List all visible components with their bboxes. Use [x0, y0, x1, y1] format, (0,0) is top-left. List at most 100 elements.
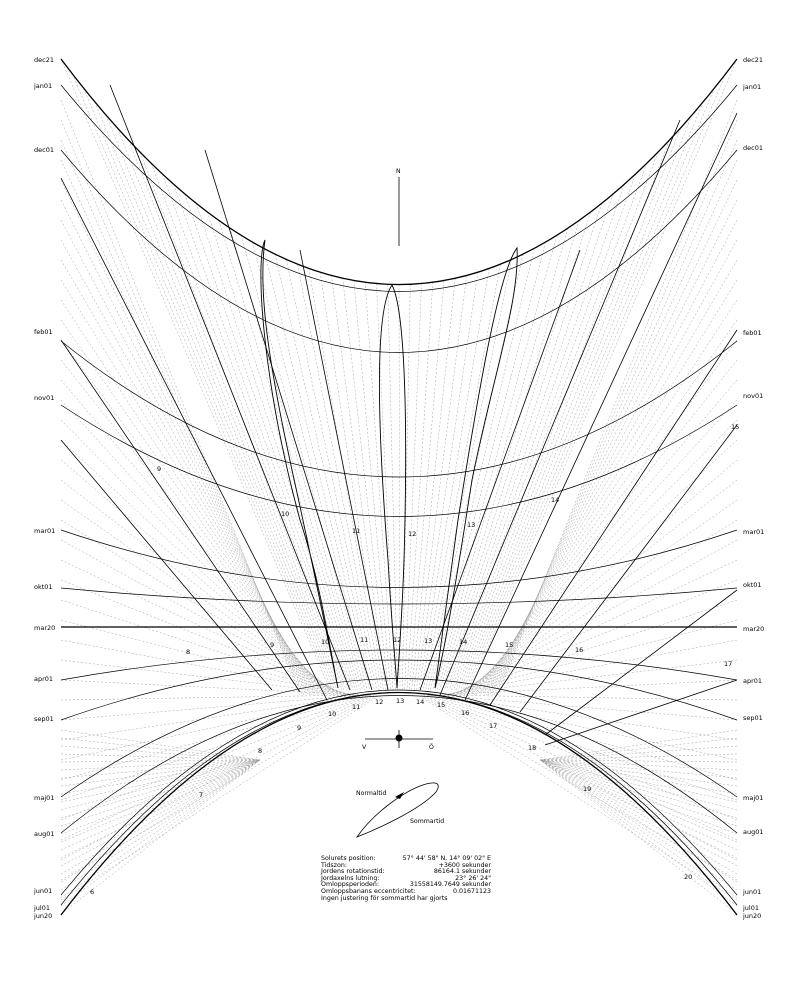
month-label-left-jun20: jun20 [33, 912, 52, 920]
date-curve-jun20 [60, 691, 738, 916]
date-curve-jan01 [60, 84, 738, 292]
month-label-left-jan01: jan01 [33, 82, 52, 90]
hour-label-17: 17 [724, 660, 732, 668]
north-indicator: N [396, 168, 401, 246]
hour-label-15: 15 [731, 423, 739, 431]
dashed-minute-lines [60, 58, 738, 915]
hour-label-16: 16 [461, 709, 469, 717]
month-label-left-maj01: maj01 [34, 794, 54, 802]
hour-label-14: 14 [459, 638, 467, 646]
info-value: 31558149.7649 sekunder [409, 881, 491, 889]
info-value: 86164.1 sekunder [433, 868, 491, 876]
info-value: 57° 44' 58" N, 14° 09' 02" E [402, 855, 491, 862]
hour-label-14: 14 [551, 496, 559, 504]
month-label-right-feb01: feb01 [743, 329, 762, 337]
gnomon-point [395, 734, 403, 742]
hour-label-13: 13 [424, 637, 432, 645]
date-curve-mar01 [60, 529, 738, 588]
analemma-12 [379, 284, 407, 689]
hour-label-15: 15 [505, 641, 513, 649]
month-label-right-dec01: dec01 [743, 144, 763, 152]
analemmas [260, 239, 518, 689]
north-label: N [396, 168, 401, 175]
month-label-left-mar20: mar20 [34, 624, 55, 632]
hour-label-16: 16 [575, 646, 583, 654]
hour-label-10: 10 [328, 710, 336, 718]
date-curves [60, 58, 738, 916]
month-labels-left: dec21 jan01 dec01 feb01 nov01 mar01 okt01 mar20… [33, 56, 55, 920]
month-label-right-jul01: jul01 [742, 904, 759, 912]
info-note: Ingen justering för sommartid har gjorts [321, 894, 448, 902]
info-key: Jordens rotationstid: [321, 868, 385, 876]
compass-rose: V Ö [362, 730, 434, 751]
info-row: Jordens rotationstid: 86164.1 sekunder [321, 869, 491, 876]
month-label-left-feb01: feb01 [34, 328, 53, 336]
month-label-left-dec21: dec21 [34, 56, 54, 64]
date-curve-dec01 [60, 149, 738, 353]
sommartid-label: Sommartid [410, 818, 444, 825]
hour-labels: 9 10 11 12 13 14 15 9 10 11 12 13 14 15 16 17 8 6 7 8 9 10 11 1… [90, 423, 739, 896]
info-row: Jordaxelns lutning: 23° 26' 24" [321, 874, 491, 883]
west-label: V [362, 744, 367, 751]
hour-label-9: 9 [297, 724, 301, 732]
hour-label-11: 11 [352, 527, 360, 535]
hour-label-20: 20 [684, 873, 692, 881]
analemma-10 [260, 239, 339, 689]
info-key: Solurets position: [321, 855, 376, 862]
hour-label-11: 11 [360, 636, 368, 644]
info-row: Omloppsperioden: 31558149.7649 sekunder [321, 882, 491, 889]
hour-label-10: 10 [321, 638, 329, 646]
month-label-right-mar20: mar20 [743, 625, 764, 633]
month-label-left-mar01: mar01 [34, 527, 55, 535]
date-curve-jun01 [60, 689, 738, 896]
month-label-left-sep01: sep01 [34, 715, 54, 723]
info-value: +3600 sekunder [438, 861, 491, 869]
hour-label-10: 10 [281, 510, 289, 518]
hour-label-18: 18 [528, 744, 536, 752]
hour-label-8: 8 [258, 747, 262, 755]
info-key: Jordaxelns lutning: [321, 874, 380, 882]
month-label-left-jul01: jul01 [33, 904, 50, 912]
hour-label-14: 14 [416, 698, 424, 706]
month-label-right-jun20: jun20 [742, 912, 761, 920]
info-value: 23° 26' 24" [455, 874, 491, 882]
hour-label-15: 15 [437, 701, 445, 709]
date-curve-aug01 [60, 695, 738, 834]
month-label-right-aug01: aug01 [743, 828, 764, 836]
date-curve-okt01 [60, 587, 738, 605]
month-label-right-okt01: okt01 [743, 581, 762, 589]
month-label-right-apr01: apr01 [743, 677, 762, 685]
east-label: Ö [429, 742, 434, 751]
month-label-right-jun01: jun01 [742, 888, 761, 896]
month-label-right-dec21: dec21 [743, 56, 763, 64]
date-curve-feb01 [60, 340, 738, 478]
month-label-left-aug01: aug01 [34, 830, 55, 838]
info-key: Omloppsperioden: [321, 881, 380, 889]
month-label-left-apr01: apr01 [34, 675, 53, 683]
hour-label-9: 9 [157, 465, 161, 473]
normaltid-label: Normaltid [356, 790, 387, 797]
month-label-right-sep01: sep01 [743, 714, 763, 722]
date-curve-maj01 [60, 678, 738, 798]
month-label-left-nov01: nov01 [34, 394, 54, 402]
hour-label-17: 17 [489, 722, 497, 730]
hour-label-12: 12 [375, 698, 383, 706]
month-label-right-nov01: nov01 [743, 392, 763, 400]
hour-label-13: 13 [467, 521, 475, 529]
hour-label-19: 19 [583, 785, 591, 793]
hour-label-11: 11 [352, 703, 360, 711]
month-label-right-jan01: jan01 [742, 83, 761, 91]
date-curve-apr01 [60, 649, 738, 681]
hour-label-13: 13 [396, 697, 404, 705]
hour-label-6: 6 [90, 888, 94, 896]
info-row: Omloppsbanans eccentricitet: 0.01671123 [321, 887, 491, 896]
info-value: 0.01671123 [452, 887, 491, 895]
info-panel: Solurets position: 57° 44' 58" N, 14° 09… [321, 855, 491, 902]
month-label-right-maj01: maj01 [743, 794, 763, 802]
hour-label-8: 8 [186, 648, 190, 656]
month-label-left-okt01: okt01 [34, 583, 53, 591]
info-row: Tidszon: +3600 sekunder [321, 861, 491, 870]
month-label-left-dec01: dec01 [34, 146, 54, 154]
info-row: Solurets position: 57° 44' 58" N, 14° 09… [321, 855, 491, 863]
